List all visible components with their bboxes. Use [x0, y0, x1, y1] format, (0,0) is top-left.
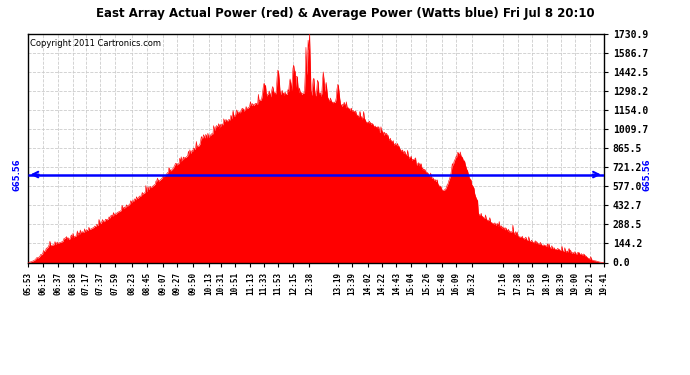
- Text: 665.56: 665.56: [642, 158, 651, 191]
- Text: 665.56: 665.56: [12, 158, 21, 191]
- Text: Copyright 2011 Cartronics.com: Copyright 2011 Cartronics.com: [30, 39, 161, 48]
- Text: East Array Actual Power (red) & Average Power (Watts blue) Fri Jul 8 20:10: East Array Actual Power (red) & Average …: [96, 8, 594, 21]
